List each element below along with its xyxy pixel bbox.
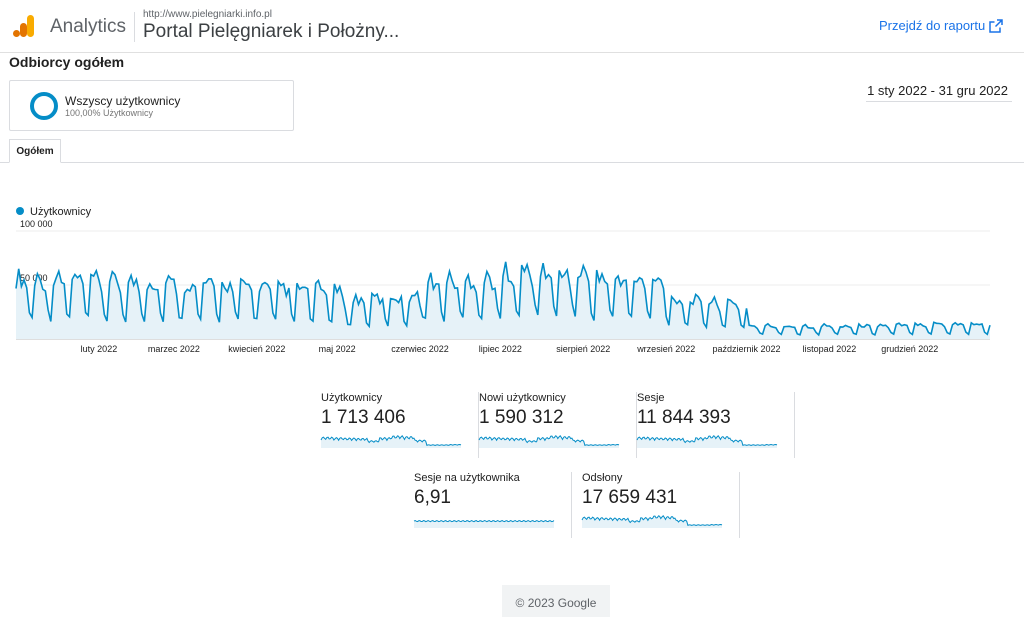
footer-copyright: © 2023 Google <box>502 585 610 617</box>
x-tick-label: wrzesień 2022 <box>636 344 695 354</box>
x-tick-label: sierpień 2022 <box>556 344 610 354</box>
x-tick-label: czerwiec 2022 <box>391 344 449 354</box>
google-analytics-logo[interactable] <box>12 14 36 38</box>
sparkline-area <box>479 435 619 448</box>
scorecard-sparkline <box>413 520 555 528</box>
scorecard-label: Sesje na użytkownika <box>414 472 520 484</box>
go-to-report-link[interactable]: Przejdź do raportu <box>879 18 986 33</box>
x-tick-label: listopad 2022 <box>803 344 857 354</box>
x-tick-label: lipiec 2022 <box>479 344 522 354</box>
sparkline-area <box>321 435 461 448</box>
scorecard-sessions-per-user[interactable]: Sesje na użytkownika 6,91 <box>413 472 572 538</box>
scorecard-value: 6,91 <box>414 487 451 508</box>
scorecard-new-users[interactable]: Nowi użytkownicy 1 590 312 <box>478 392 637 458</box>
tab-overview[interactable]: Ogółem <box>9 139 61 163</box>
page-title: Odbiorcy ogółem <box>9 54 125 70</box>
scorecard-label: Sesje <box>637 392 665 404</box>
header-bar: Analytics http://www.pielegniarki.info.p… <box>0 0 1024 53</box>
legend-label: Użytkownicy <box>30 206 92 218</box>
segment-name: Wszyscy użytkownicy <box>65 94 181 108</box>
y-tick-label: 50 000 <box>20 273 48 283</box>
scorecard-users[interactable]: Użytkownicy 1 713 406 <box>320 392 479 458</box>
segment-card[interactable]: Wszyscy użytkownicy 100,00% Użytkownicy <box>9 80 294 131</box>
users-area <box>16 261 990 339</box>
sparkline-line <box>636 435 778 447</box>
scorecard-sparkline <box>478 435 620 448</box>
property-url: http://www.pielegniarki.info.pl <box>143 9 272 20</box>
sparkline-line <box>581 515 723 527</box>
scorecard-value: 1 713 406 <box>321 407 406 428</box>
scorecard-sessions[interactable]: Sesje 11 844 393 <box>636 392 795 458</box>
users-line-chart[interactable]: 100 000 50 000 luty 2022 marzec 2022 kwieci… <box>0 219 1024 356</box>
x-tick-label: kwiecień 2022 <box>228 344 285 354</box>
x-tick-label: październik 2022 <box>712 344 780 354</box>
users-line <box>15 261 991 337</box>
x-tick-label: grudzień 2022 <box>881 344 938 354</box>
header-divider <box>134 12 135 42</box>
scorecard-value: 17 659 431 <box>582 487 678 508</box>
scorecard-sparkline <box>320 435 462 448</box>
scorecard-sparkline <box>636 435 778 448</box>
sparkline-area <box>414 520 554 528</box>
scorecard-label: Odsłony <box>582 472 623 484</box>
sparkline-area <box>637 435 777 448</box>
sparkline-line <box>413 520 555 523</box>
scorecard-value: 11 844 393 <box>637 407 731 428</box>
scorecard-sparkline <box>581 515 723 528</box>
sparkline-line <box>478 435 620 447</box>
x-tick-label: marzec 2022 <box>148 344 200 354</box>
scorecard-label: Użytkownicy <box>321 392 383 404</box>
scorecard-label: Nowi użytkownicy <box>479 392 566 404</box>
tab-bar-line <box>0 162 1024 163</box>
property-name[interactable]: Portal Pielęgniarek i Położny... <box>143 21 400 42</box>
brand-name: Analytics <box>50 16 127 37</box>
segment-share: 100,00% Użytkownicy <box>65 108 154 118</box>
open-in-new-icon[interactable] <box>989 19 1003 33</box>
segment-ring-icon <box>30 92 58 120</box>
x-tick-label: maj 2022 <box>319 344 356 354</box>
date-range-picker[interactable]: 1 sty 2022 - 31 gru 2022 <box>866 80 1012 102</box>
y-tick-label: 100 000 <box>20 219 53 229</box>
x-tick-label: luty 2022 <box>81 344 118 354</box>
chart-legend: Użytkownicy <box>16 206 91 218</box>
sparkline-area <box>582 515 722 528</box>
scorecard-value: 1 590 312 <box>479 407 564 428</box>
legend-dot-icon <box>16 207 24 215</box>
sparkline-line <box>320 435 462 447</box>
scorecard-pageviews[interactable]: Odsłony 17 659 431 <box>581 472 740 538</box>
